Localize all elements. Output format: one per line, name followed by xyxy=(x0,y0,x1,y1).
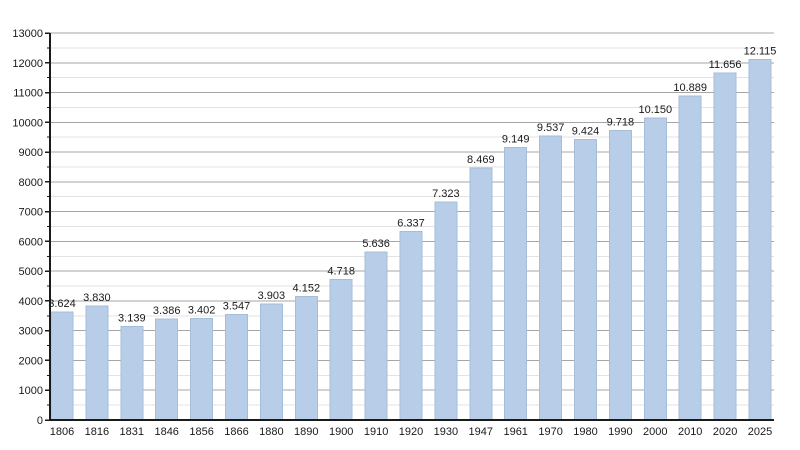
bar xyxy=(50,311,74,421)
bar xyxy=(643,117,667,421)
bar xyxy=(748,58,772,421)
bar xyxy=(85,305,109,421)
bar xyxy=(259,303,283,421)
bar xyxy=(120,326,144,421)
bar xyxy=(574,138,597,421)
bar-value-label: 3.624 xyxy=(48,298,76,310)
y-tick-label: 4000 xyxy=(19,296,43,308)
bar xyxy=(608,130,632,421)
bar-value-label: 7.323 xyxy=(432,188,460,200)
x-tick-label: 1890 xyxy=(294,426,318,438)
y-tick-label: 10000 xyxy=(12,117,43,129)
bar-value-label: 3.139 xyxy=(118,313,146,325)
bar-value-label: 3.547 xyxy=(223,300,251,312)
x-tick-label: 2010 xyxy=(678,426,702,438)
x-tick-label: 2025 xyxy=(748,426,772,438)
bar-value-label: 9.718 xyxy=(607,117,635,129)
bar xyxy=(225,313,248,421)
bar xyxy=(364,251,388,421)
x-tick-label: 1910 xyxy=(364,426,388,438)
bar-value-label: 4.718 xyxy=(327,266,355,278)
bar xyxy=(294,295,318,421)
bar-value-label: 3.830 xyxy=(83,292,111,304)
bar-value-label: 9.424 xyxy=(572,125,600,137)
bar-value-label: 9.537 xyxy=(537,122,565,134)
x-tick-label: 1920 xyxy=(399,426,423,438)
bar-value-label: 3.386 xyxy=(153,305,181,317)
bar-value-label: 10.150 xyxy=(638,104,672,116)
bar-value-label: 10.889 xyxy=(673,82,707,94)
x-tick-label: 1846 xyxy=(154,426,178,438)
bar xyxy=(190,318,214,421)
bar-value-label: 6.337 xyxy=(397,217,425,229)
x-tick-label: 1990 xyxy=(608,426,632,438)
x-tick-label: 1880 xyxy=(259,426,283,438)
bar xyxy=(469,167,493,421)
bar-value-label: 3.903 xyxy=(258,290,286,302)
x-tick-label: 1980 xyxy=(573,426,597,438)
y-tick-label: 11000 xyxy=(13,88,43,100)
x-tick-label: 1806 xyxy=(50,426,74,438)
bar-value-label: 12.115 xyxy=(744,45,777,57)
bar xyxy=(539,135,563,421)
bar xyxy=(155,318,179,421)
y-tick-label: 9000 xyxy=(19,147,43,159)
x-tick-label: 1947 xyxy=(469,426,493,438)
x-tick-label: 1866 xyxy=(224,426,248,438)
x-tick-label: 1831 xyxy=(120,426,144,438)
y-tick-label: 12000 xyxy=(12,58,43,70)
y-tick-label: 8000 xyxy=(19,177,43,189)
x-tick-label: 2000 xyxy=(643,426,667,438)
bar xyxy=(713,72,737,421)
y-tick-label: 5000 xyxy=(19,266,43,278)
bar-value-label: 8.469 xyxy=(467,154,495,166)
x-tick-label: 2020 xyxy=(713,426,737,438)
bar-value-label: 4.152 xyxy=(293,282,321,294)
bar xyxy=(329,279,353,421)
x-tick-label: 1961 xyxy=(503,426,527,438)
y-tick-label: 2000 xyxy=(19,355,43,367)
y-tick-label: 1000 xyxy=(19,385,43,397)
bar-value-label: 9.149 xyxy=(502,134,530,146)
y-tick-label: 6000 xyxy=(19,236,43,248)
bar-value-label: 5.636 xyxy=(362,238,390,250)
x-tick-label: 1816 xyxy=(85,426,109,438)
bar xyxy=(504,147,528,421)
x-tick-label: 1930 xyxy=(434,426,458,438)
bar xyxy=(399,230,423,421)
x-tick-label: 1900 xyxy=(329,426,353,438)
bar-value-label: 11.656 xyxy=(709,59,742,71)
x-tick-label: 1970 xyxy=(538,426,562,438)
bar xyxy=(678,95,702,421)
bar-value-label: 3.402 xyxy=(188,305,216,317)
bar xyxy=(434,201,458,421)
y-tick-label: 13000 xyxy=(12,28,43,40)
y-tick-label: 7000 xyxy=(19,207,43,219)
y-tick-label: 3000 xyxy=(19,326,43,338)
x-tick-label: 1856 xyxy=(189,426,213,438)
y-tick-label: 0 xyxy=(37,415,43,427)
